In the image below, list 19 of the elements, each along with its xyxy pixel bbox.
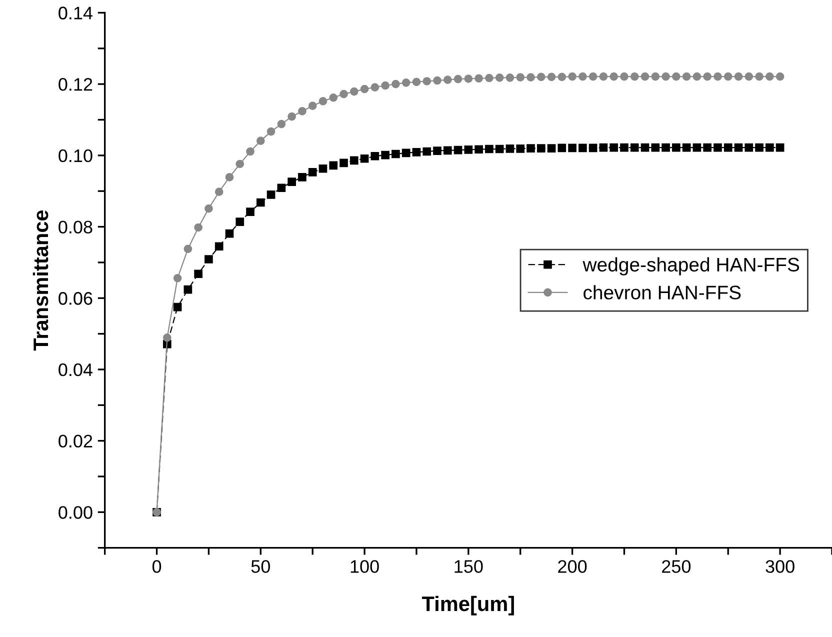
x-tick-label: 200 xyxy=(558,560,587,573)
x-tick-label: 250 xyxy=(662,560,691,573)
y-tick-label: 0.00 xyxy=(58,506,92,519)
y-tick-label: 0.02 xyxy=(58,434,92,448)
x-tick-label: 0 xyxy=(152,560,162,573)
x-axis-title: Time[um] xyxy=(422,596,514,616)
y-tick-label: 0.10 xyxy=(58,149,92,162)
x-tick-label: 50 xyxy=(251,560,270,573)
legend-label: chevron HAN-FFS xyxy=(584,285,741,300)
y-axis-title: Transmittance xyxy=(32,210,48,351)
y-tick-label: 0.14 xyxy=(58,6,92,20)
x-tick-label: 300 xyxy=(766,560,794,573)
y-tick-label: 0.04 xyxy=(58,363,92,376)
y-tick-label: 0.12 xyxy=(58,78,92,91)
y-tick-label: 0.06 xyxy=(58,292,92,305)
x-tick-label: 150 xyxy=(454,560,483,573)
y-tick-label: 0.08 xyxy=(58,220,92,234)
x-tick-label: 100 xyxy=(350,560,379,573)
legend-label: wedge-shaped HAN-FFS xyxy=(582,257,800,276)
